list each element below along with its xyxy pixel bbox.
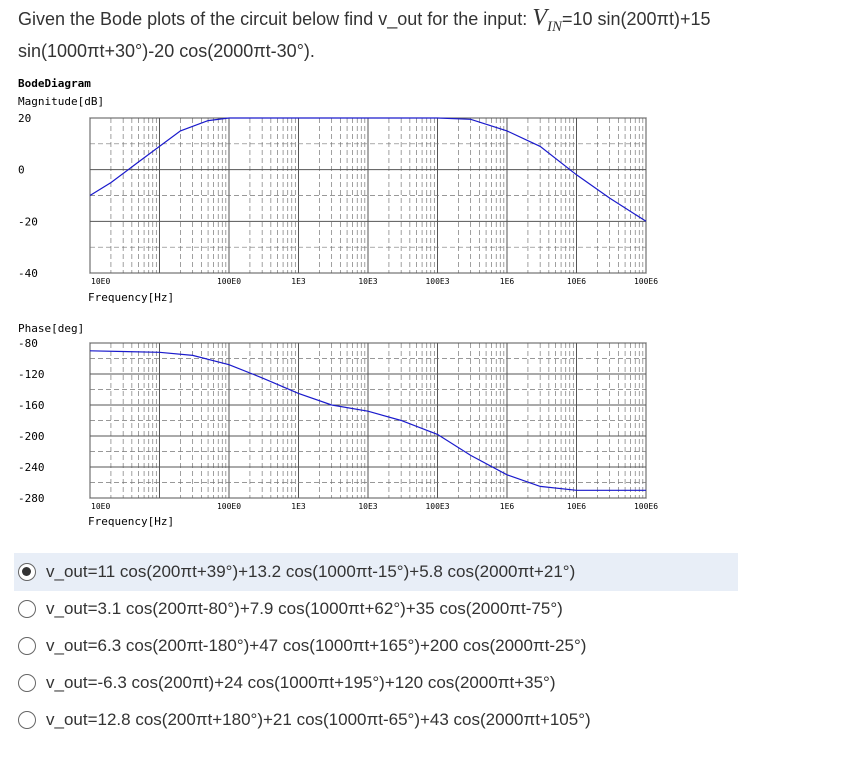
answer-option-2[interactable]: v_out=3.1 cos(200πt-80°)+7.9 cos(1000πt+… <box>14 590 738 628</box>
question-input-expression: =10 sin(200πt)+15 sin(1000πt+30°)-20 cos… <box>18 9 711 61</box>
magnitude-x-tick-label: 100E6 <box>634 277 658 286</box>
magnitude-x-tick-label: 10E0 <box>91 277 110 286</box>
phase-x-tick-label: 100E0 <box>217 502 241 511</box>
answer-option-label: v_out=6.3 cos(200πt-180°)+47 cos(1000πt+… <box>46 636 587 655</box>
phase-x-tick-label: 1E6 <box>500 502 515 511</box>
question-text: Given the Bode plots of the circuit belo… <box>18 6 818 63</box>
answer-option-label: v_out=-6.3 cos(200πt)+24 cos(1000πt+195°… <box>46 673 556 692</box>
phase-plot: -80 -120 -160 -200 -240 -280 10E0 100E0 1E3 10E3 1… <box>18 337 658 511</box>
answer-option-4[interactable]: v_out=-6.3 cos(200πt)+24 cos(1000πt+195°… <box>14 664 738 702</box>
magnitude-x-tick-label: 10E6 <box>567 277 586 286</box>
bode-title: BodeDiagram <box>18 77 91 90</box>
magnitude-plot: 20 0 -20 -40 10E0 100E0 1E3 10E3 100E3 1E6 10E6 100… <box>18 112 658 286</box>
radio-button-1[interactable] <box>18 563 36 581</box>
vin-subscript: IN <box>546 18 562 35</box>
radio-button-3[interactable] <box>18 637 36 655</box>
question-intro: Given the Bode plots of the circuit belo… <box>18 9 533 29</box>
answer-option-1[interactable]: v_out=11 cos(200πt+39°)+13.2 cos(1000πt-… <box>14 553 738 591</box>
vin-symbol: VIN <box>532 5 562 35</box>
magnitude-y-tick-label: -40 <box>18 267 38 280</box>
radio-button-2[interactable] <box>18 600 36 618</box>
answer-option-label: v_out=11 cos(200πt+39°)+13.2 cos(1000πt-… <box>46 562 576 581</box>
answer-option-label: v_out=12.8 cos(200πt+180°)+21 cos(1000πt… <box>46 710 591 729</box>
phase-y-tick-label: -120 <box>18 368 45 381</box>
radio-button-5[interactable] <box>18 711 36 729</box>
phase-x-tick-label: 10E0 <box>91 502 110 511</box>
magnitude-frequency-label: Frequency[Hz] <box>88 291 174 304</box>
phase-x-tick-label: 10E6 <box>567 502 586 511</box>
bode-diagram: BodeDiagram Magnitude[dB] 20 0 -20 -40 10E0 1… <box>18 77 658 528</box>
phase-y-tick-label: -240 <box>18 461 45 474</box>
phase-x-tick-label: 100E3 <box>425 502 449 511</box>
radio-button-4[interactable] <box>18 674 36 692</box>
magnitude-curve <box>89 117 647 222</box>
magnitude-y-tick-label: 20 <box>18 112 31 125</box>
magnitude-y-tick-label: -20 <box>18 215 38 228</box>
magnitude-x-tick-label: 1E3 <box>291 277 306 286</box>
phase-x-tick-label: 1E3 <box>291 502 306 511</box>
phase-y-tick-label: -280 <box>18 492 45 505</box>
magnitude-x-tick-label: 100E3 <box>425 277 449 286</box>
phase-y-tick-label: -160 <box>18 399 45 412</box>
magnitude-y-tick-label: 0 <box>18 164 25 177</box>
phase-frequency-label: Frequency[Hz] <box>88 515 174 528</box>
phase-y-tick-label: -200 <box>18 430 45 443</box>
phase-x-tick-label: 10E3 <box>358 502 377 511</box>
phase-x-tick-label: 100E6 <box>634 502 658 511</box>
magnitude-x-tick-label: 1E6 <box>500 277 515 286</box>
magnitude-x-tick-label: 100E0 <box>217 277 241 286</box>
phase-y-tick-label: -80 <box>18 337 38 350</box>
phase-axis-label: Phase[deg] <box>18 322 84 335</box>
answer-option-3[interactable]: v_out=6.3 cos(200πt-180°)+47 cos(1000πt+… <box>14 627 738 665</box>
answer-option-5[interactable]: v_out=12.8 cos(200πt+180°)+21 cos(1000πt… <box>14 701 738 739</box>
answer-option-label: v_out=3.1 cos(200πt-80°)+7.9 cos(1000πt+… <box>46 599 563 618</box>
phase-curve <box>89 350 646 491</box>
magnitude-axis-label: Magnitude[dB] <box>18 95 104 108</box>
magnitude-x-tick-label: 10E3 <box>358 277 377 286</box>
